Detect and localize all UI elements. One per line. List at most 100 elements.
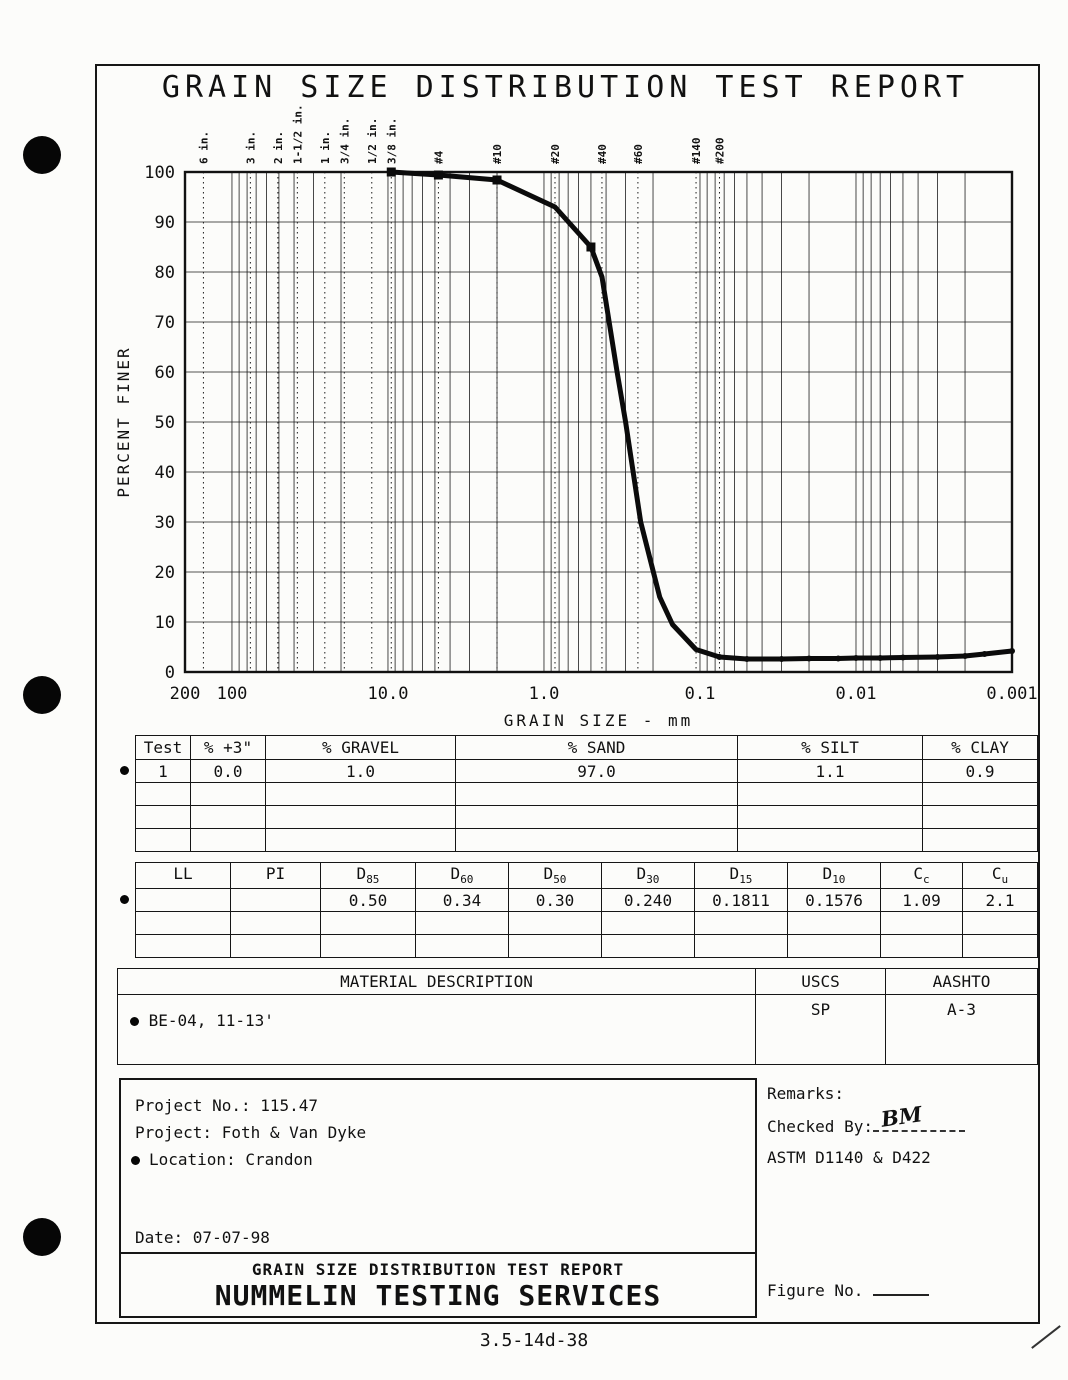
project-number: Project No.: 115.47 [135,1096,319,1115]
empty-cell [265,782,456,806]
col-header-uscs: USCS [755,968,886,995]
x-axis-title: GRAIN SIZE - mm [504,711,694,730]
cell-uscs: SP [755,994,886,1065]
empty-row [135,934,1038,958]
col-header-d15: D15 [694,862,788,889]
svg-text:3 in.: 3 in. [244,131,257,164]
svg-text:60: 60 [155,363,175,383]
parameters-table: LL PI D85 D60 D50 D30 D15 D10 Cc Cu 0.50… [135,862,1038,958]
svg-text:#60: #60 [632,144,645,164]
material-description-text: BE-04, 11-13' [148,1011,274,1030]
empty-row [135,782,1038,806]
parameters-row-1: 0.50 0.34 0.30 0.240 0.1811 0.1576 1.09 … [135,888,1038,912]
signature: BM [879,1101,924,1132]
empty-cell [320,934,416,958]
empty-cell [787,934,881,958]
empty-cell [880,934,963,958]
col-header-pi: PI [230,862,321,889]
empty-row [135,828,1038,852]
empty-cell [135,828,191,852]
svg-text:100: 100 [217,684,248,704]
empty-cell [694,911,788,935]
company-name: NUMMELIN TESTING SERVICES [214,1279,662,1312]
svg-text:0: 0 [165,663,175,683]
empty-cell [190,828,266,852]
svg-text:#10: #10 [491,144,504,164]
svg-text:200: 200 [170,684,201,704]
row-marker-dot [131,1156,140,1165]
empty-cell [962,934,1038,958]
svg-text:3/8 in.: 3/8 in. [385,118,398,164]
cell-cc: 1.09 [880,888,963,912]
svg-text:1-1/2 in.: 1-1/2 in. [291,104,304,164]
col-header-silt: % SILT [737,735,923,760]
page-border [95,64,1040,1324]
page-title: GRAIN SIZE DISTRIBUTION TEST REPORT [161,70,970,105]
svg-text:0.1: 0.1 [685,684,716,704]
cell-plus3: 0.0 [190,759,266,783]
empty-cell [415,934,509,958]
svg-text:10: 10 [155,613,175,633]
cell-pi [230,888,321,912]
col-header-d10: D10 [787,862,881,889]
cell-silt: 1.1 [737,759,923,783]
empty-cell [135,805,191,829]
cell-ll [135,888,231,912]
svg-text:80: 80 [155,263,175,283]
col-header-material-description: MATERIAL DESCRIPTION [117,968,756,995]
svg-text:#40: #40 [596,144,609,164]
svg-text:0.001: 0.001 [986,684,1037,704]
svg-text:6 in.: 6 in. [197,131,210,164]
col-header-d60: D60 [415,862,509,889]
hole-punch-bottom [23,1218,61,1256]
sieve-labels: 6 in. 3 in. 2 in. 1-1/2 in. 1 in. 3/4 in. 1/2 … [197,104,726,164]
svg-text:30: 30 [155,513,175,533]
empty-cell [880,911,963,935]
svg-text:90: 90 [155,213,175,233]
svg-text:1/2 in.: 1/2 in. [366,118,379,164]
footer-divider [121,1252,755,1254]
empty-cell [265,805,456,829]
empty-cell [455,805,738,829]
report-date: Date: 07-07-98 [135,1228,270,1247]
empty-cell [601,934,695,958]
col-header-test: Test [135,735,191,760]
cell-aashto: A-3 [885,994,1038,1065]
col-header-cu: Cu [962,862,1038,889]
col-header-cc: Cc [880,862,963,889]
empty-cell [694,934,788,958]
empty-cell [962,911,1038,935]
document-number: 3.5-14d-38 [479,1330,589,1351]
material-header-row: MATERIAL DESCRIPTION USCS AASHTO [117,968,1038,995]
figure-number-label: Figure No. [767,1281,864,1300]
checked-by-label: Checked By: [767,1117,873,1136]
empty-cell [508,911,602,935]
location-text: Location: Crandon [149,1150,313,1169]
col-header-gravel: % GRAVEL [265,735,456,760]
curve-markers [386,167,1015,662]
plot-border [183,170,1014,674]
grain-size-chart: 0 10 20 30 40 50 60 70 80 90 100 200 100 10.0 1.0 0.1 0.… [114,104,1038,730]
col-header-clay: % CLAY [922,735,1038,760]
footer-report-title: GRAIN SIZE DISTRIBUTION TEST REPORT [251,1260,625,1279]
svg-text:1 in.: 1 in. [319,131,332,164]
cell-material-description: BE-04, 11-13' [117,994,756,1065]
col-header-aashto: AASHTO [885,968,1038,995]
empty-cell [455,782,738,806]
empty-cell [922,782,1038,806]
col-header-sand: % SAND [455,735,738,760]
row-marker-dot [120,895,129,904]
cell-d10: 0.1576 [787,888,881,912]
svg-text:20: 20 [155,563,175,583]
col-header-d85: D85 [320,862,416,889]
test-standards: ASTM D1140 & D422 [767,1148,931,1167]
hole-punch-top [23,136,61,174]
empty-cell [190,805,266,829]
sieve-gridlines [202,172,720,672]
empty-cell [190,782,266,806]
cell-test: 1 [135,759,191,783]
empty-cell [922,805,1038,829]
remarks-label: Remarks: [767,1084,845,1103]
empty-cell [601,911,695,935]
